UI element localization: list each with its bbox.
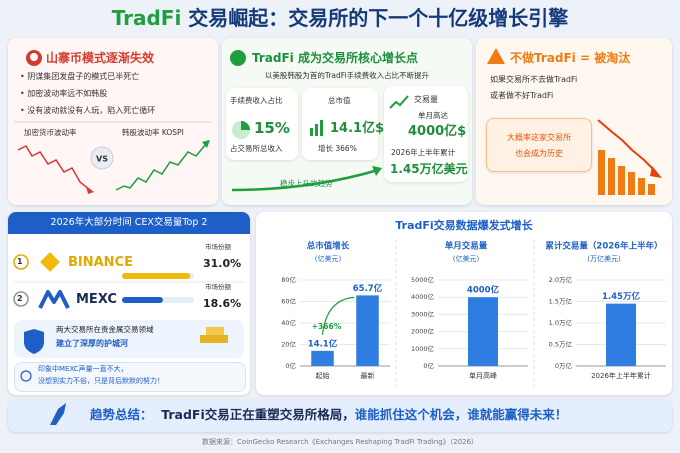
bullet: • 阴谋集团发盘子的模式已半死亡 bbox=[20, 72, 140, 81]
note-text: 建立了深厚的护城河 bbox=[56, 339, 128, 348]
panel-text: 或者做不好TradFi bbox=[490, 91, 554, 100]
callout-text: 也会成为历史 bbox=[515, 149, 563, 158]
trend-label: 稳步上升的趋势 bbox=[280, 179, 333, 188]
share-value: 31.0% bbox=[203, 257, 242, 270]
panel-title: TradFi 成为交易所核心增长点 bbox=[252, 51, 418, 65]
summary-highlight: 谁能抓住这个机会，谁就能赢得未来！ bbox=[354, 407, 568, 422]
card-note: 单月高达 bbox=[418, 111, 448, 120]
exchange-name: MEXC bbox=[76, 292, 117, 307]
card-value: 4000亿$ bbox=[408, 124, 467, 139]
bullet: • 没有波动就没有人玩，陷入死亡循环 bbox=[20, 106, 156, 115]
bullet-text: 阴谋集团发盘子的模式已半死亡 bbox=[27, 72, 140, 81]
panel-charts bbox=[256, 212, 672, 395]
panel-title: 不做TradFi = 被淘汰 bbox=[510, 51, 631, 65]
chart-label: 加密货币波动率 bbox=[24, 128, 77, 137]
title-accent: TradFi bbox=[111, 6, 182, 30]
rank-number: 2 bbox=[17, 294, 23, 303]
exchange-name: BINANCE bbox=[68, 255, 133, 270]
summary-label: 趋势总结： bbox=[90, 407, 153, 422]
card-value: 1.45万亿美元 bbox=[390, 162, 468, 176]
stat-card bbox=[302, 88, 378, 160]
panel-subtitle: 以美股韩股为首的TradFi手续费收入占比不断提升 bbox=[264, 71, 430, 80]
card-caption: 2026年上半年累计 bbox=[391, 148, 456, 157]
page-title: TradFi 交易崛起：交易所的下一个十亿级增长引擎 bbox=[0, 8, 680, 28]
card-caption: 增长 366% bbox=[318, 144, 357, 153]
bullet-text: 加密波动率远不如韩股 bbox=[27, 89, 108, 98]
charts-title: TradFi交易数据爆发式增长 bbox=[395, 219, 533, 232]
card-value: 15% bbox=[254, 119, 290, 137]
chart-label: 韩股波动率 KOSPI bbox=[122, 128, 184, 137]
card-title: 总市值 bbox=[328, 96, 351, 105]
panel-text: 如果交易所不去做TradFi bbox=[490, 75, 578, 84]
ranking-title: 2026年大部分时间 CEX交易量Top 2 bbox=[50, 217, 208, 228]
ranking-header bbox=[8, 212, 250, 234]
share-title: 市场份额 bbox=[205, 283, 231, 291]
tip-text: 印象中MEXC声量一直不大， bbox=[38, 365, 128, 373]
source: 数据来源：CoinGecko Research《Exchanges Reshap… bbox=[202, 438, 478, 446]
summary-text: TradFi交易正在重塑交易所格局， bbox=[161, 407, 355, 422]
share-title: 市场份额 bbox=[205, 243, 231, 251]
share-value: 18.6% bbox=[203, 297, 242, 310]
summary-bar bbox=[8, 400, 672, 432]
summary: 趋势总结： TradFi交易正在重塑交易所格局，谁能抓住这个机会，谁就能赢得未来… bbox=[90, 407, 568, 422]
panel-title: 山寨币模式逐渐失效 bbox=[46, 51, 155, 65]
card-title: 手续费收入占比 bbox=[230, 96, 283, 105]
bullet: • 加密波动率远不如韩股 bbox=[20, 89, 108, 98]
card-caption: 占交易所总收入 bbox=[230, 144, 283, 153]
callout-box bbox=[486, 118, 592, 172]
note-text: 两大交易所在贵金属交易领域 bbox=[56, 325, 154, 334]
tip-box bbox=[14, 362, 246, 392]
rank-number: 1 bbox=[17, 257, 23, 266]
tip-text: 没想到实力不俗，只是背后默默的努力！ bbox=[38, 377, 164, 385]
title-rest: 交易崛起：交易所的下一个十亿级增长引擎 bbox=[188, 6, 569, 30]
card-title: 交易量 bbox=[414, 95, 438, 104]
bullet-text: 没有波动就没有人玩，陷入死亡循环 bbox=[27, 106, 156, 115]
card-value: 14.1亿$ bbox=[330, 121, 385, 136]
callout-text: 大概率这家交易所 bbox=[507, 133, 571, 142]
